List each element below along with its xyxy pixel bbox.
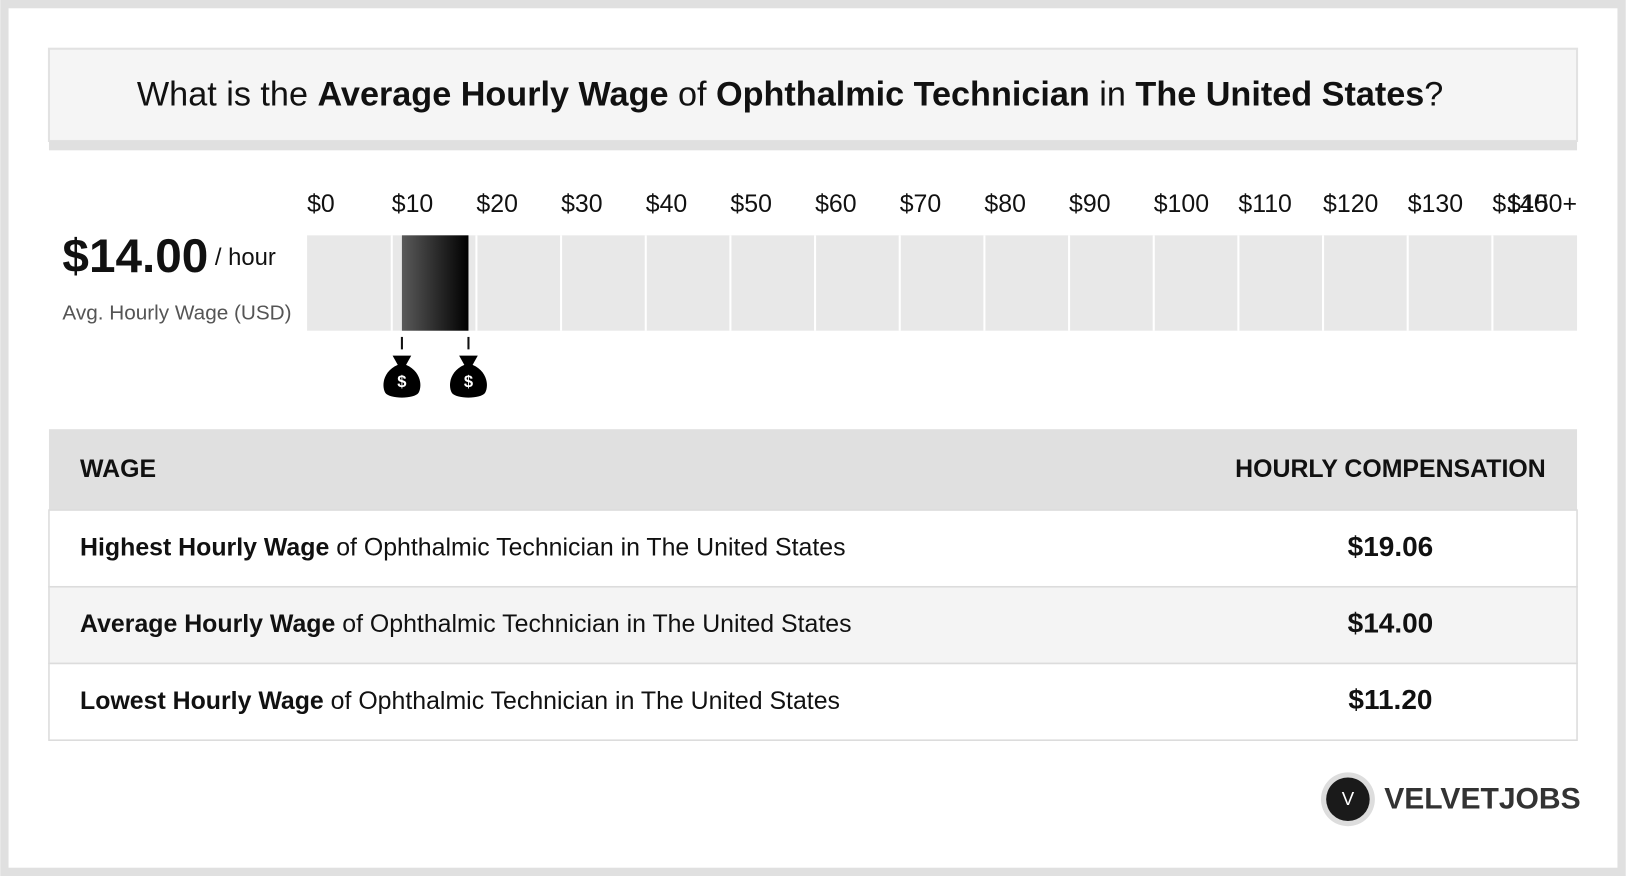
row-label-bold: Average Hourly Wage [80,610,335,638]
row-label: Highest Hourly Wage of Ophthalmic Techni… [80,533,845,561]
tick-label: $30 [561,190,603,218]
column-header: WAGE [80,455,156,483]
tick-label: $80 [984,190,1026,218]
summary-value: $14.00 [62,230,208,283]
row-label: Lowest Hourly Wage of Ophthalmic Technic… [80,686,840,714]
title-part: The United States [1135,75,1424,113]
title-part: What is the [137,75,318,113]
tick-label: $10 [392,190,434,218]
row-value: $11.20 [1348,684,1432,715]
row-value: $19.06 [1348,531,1434,562]
title: What is the Average Hourly Wage of Ophth… [89,75,1471,113]
summary-unit: / hour [208,244,276,271]
scale-track [307,235,1578,331]
column-header: HOURLY COMPENSATION [1235,455,1546,483]
tick-label: $20 [476,190,518,218]
table-row [48,662,1578,741]
table: WAGE HOURLY COMPENSATION Highest Hourly Wa… [48,429,1578,741]
title-part: of [669,75,717,113]
wage-range-bar [401,235,469,331]
logo-name: VELVETJOBS [1384,782,1580,815]
tick-label: $130 [1408,190,1463,218]
row-label-rest: of Ophthalmic Technician in The United S… [329,533,845,561]
header-rule [48,140,1578,151]
title-part: ? [1424,75,1443,113]
tick-label: $40 [646,190,688,218]
scale: $0 $10 $20 $30 $40 $50 $60 $70 $80 $90 $100 $110 $12… [307,190,1578,398]
tick-label: $0 [307,190,335,218]
tick-label: $70 [900,190,942,218]
money-bag [383,355,421,398]
summary-caption: Avg. Hourly Wage (USD) [62,302,291,325]
table-row [48,585,1578,665]
money-bag-label: $ [397,372,406,391]
tick-label: $60 [815,190,857,218]
row-label-bold: Lowest Hourly Wage [80,686,324,714]
tick-label: $100 [1154,190,1209,218]
logo-circle [1326,777,1370,822]
row-label-bold: Highest Hourly Wage [80,533,329,561]
money-bag [449,355,487,398]
tick-label: $150+ [1507,190,1577,218]
title-part: Ophthalmic Technician [716,75,1090,113]
logo-mark: V [1342,788,1355,809]
header-box [47,47,1579,143]
tick-label: $120 [1323,190,1378,218]
table-header [48,429,1578,511]
row-value: $14.00 [1348,608,1434,639]
row-label-rest: of Ophthalmic Technician in The United S… [335,610,851,638]
tick-label: $50 [730,190,772,218]
title-part: in [1090,75,1136,113]
row-label: Average Hourly Wage of Ophthalmic Techni… [80,610,851,638]
tick-label: $90 [1069,190,1111,218]
tick-label: $140 [1492,190,1547,218]
money-bag-label: $ [464,372,473,391]
tick-label: $110 [1238,190,1291,218]
row-label-rest: of Ophthalmic Technician in The United S… [324,686,840,714]
title-part: Average Hourly Wage [318,75,669,113]
summary: $14.00 / hour [62,230,275,283]
table-row [48,509,1578,588]
